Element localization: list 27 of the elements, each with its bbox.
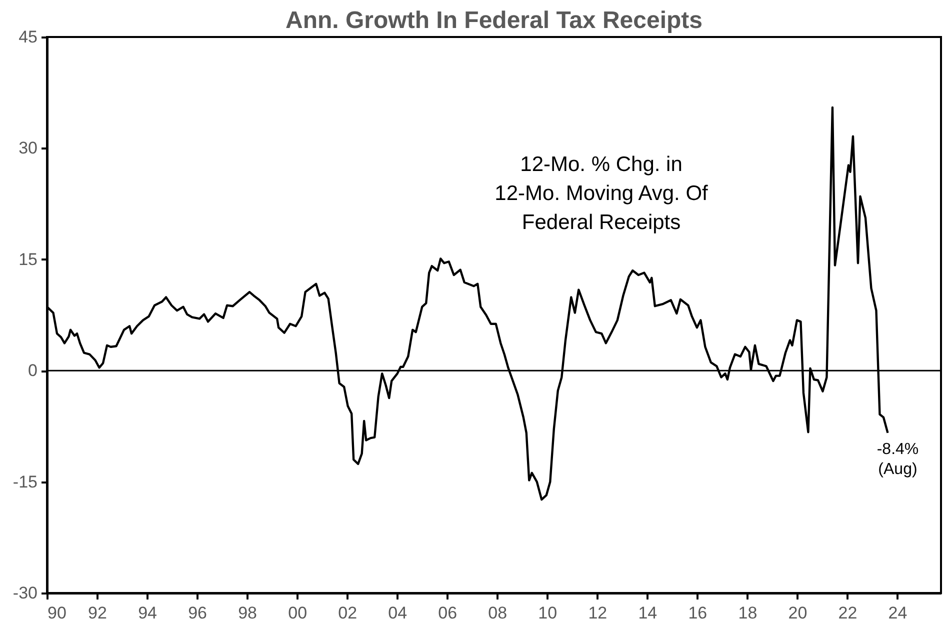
x-tick-label: 08 bbox=[488, 604, 508, 622]
x-tick-label: 02 bbox=[338, 604, 358, 622]
y-tick-label: 15 bbox=[18, 250, 38, 269]
y-tick-label: 30 bbox=[18, 138, 38, 158]
y-tick-label: -15 bbox=[12, 472, 38, 492]
x-tick-label: 22 bbox=[838, 604, 858, 622]
x-tick-label: 96 bbox=[188, 604, 208, 622]
x-tick-label: 98 bbox=[238, 604, 258, 622]
y-tick-label: 45 bbox=[18, 28, 38, 46]
x-tick-label: 06 bbox=[438, 604, 458, 622]
x-tick-label: 12 bbox=[588, 604, 608, 622]
x-tick-label: 10 bbox=[538, 604, 558, 622]
x-tick-label: 20 bbox=[788, 604, 808, 622]
x-tick-label: 94 bbox=[138, 604, 157, 622]
chart-title: Ann. Growth In Federal Tax Receipts bbox=[286, 7, 702, 34]
x-tick-label: 04 bbox=[388, 604, 408, 622]
y-tick-label: 0 bbox=[28, 361, 38, 380]
x-tick-label: 16 bbox=[688, 604, 708, 622]
x-tick-label: 18 bbox=[738, 604, 758, 622]
annotation: -8.4% (Aug) bbox=[876, 440, 919, 478]
y-tick-label: -30 bbox=[12, 584, 38, 602]
annotation: 12-Mo. % Chg. in 12-Mo. Moving Avg. Of Federal Receipts bbox=[494, 152, 708, 234]
x-tick-label: 14 bbox=[638, 604, 658, 622]
x-tick-label: 00 bbox=[288, 604, 308, 622]
x-tick-label: 24 bbox=[888, 604, 908, 622]
x-tick-label: 92 bbox=[88, 604, 107, 622]
x-tick-label: 90 bbox=[48, 604, 66, 622]
